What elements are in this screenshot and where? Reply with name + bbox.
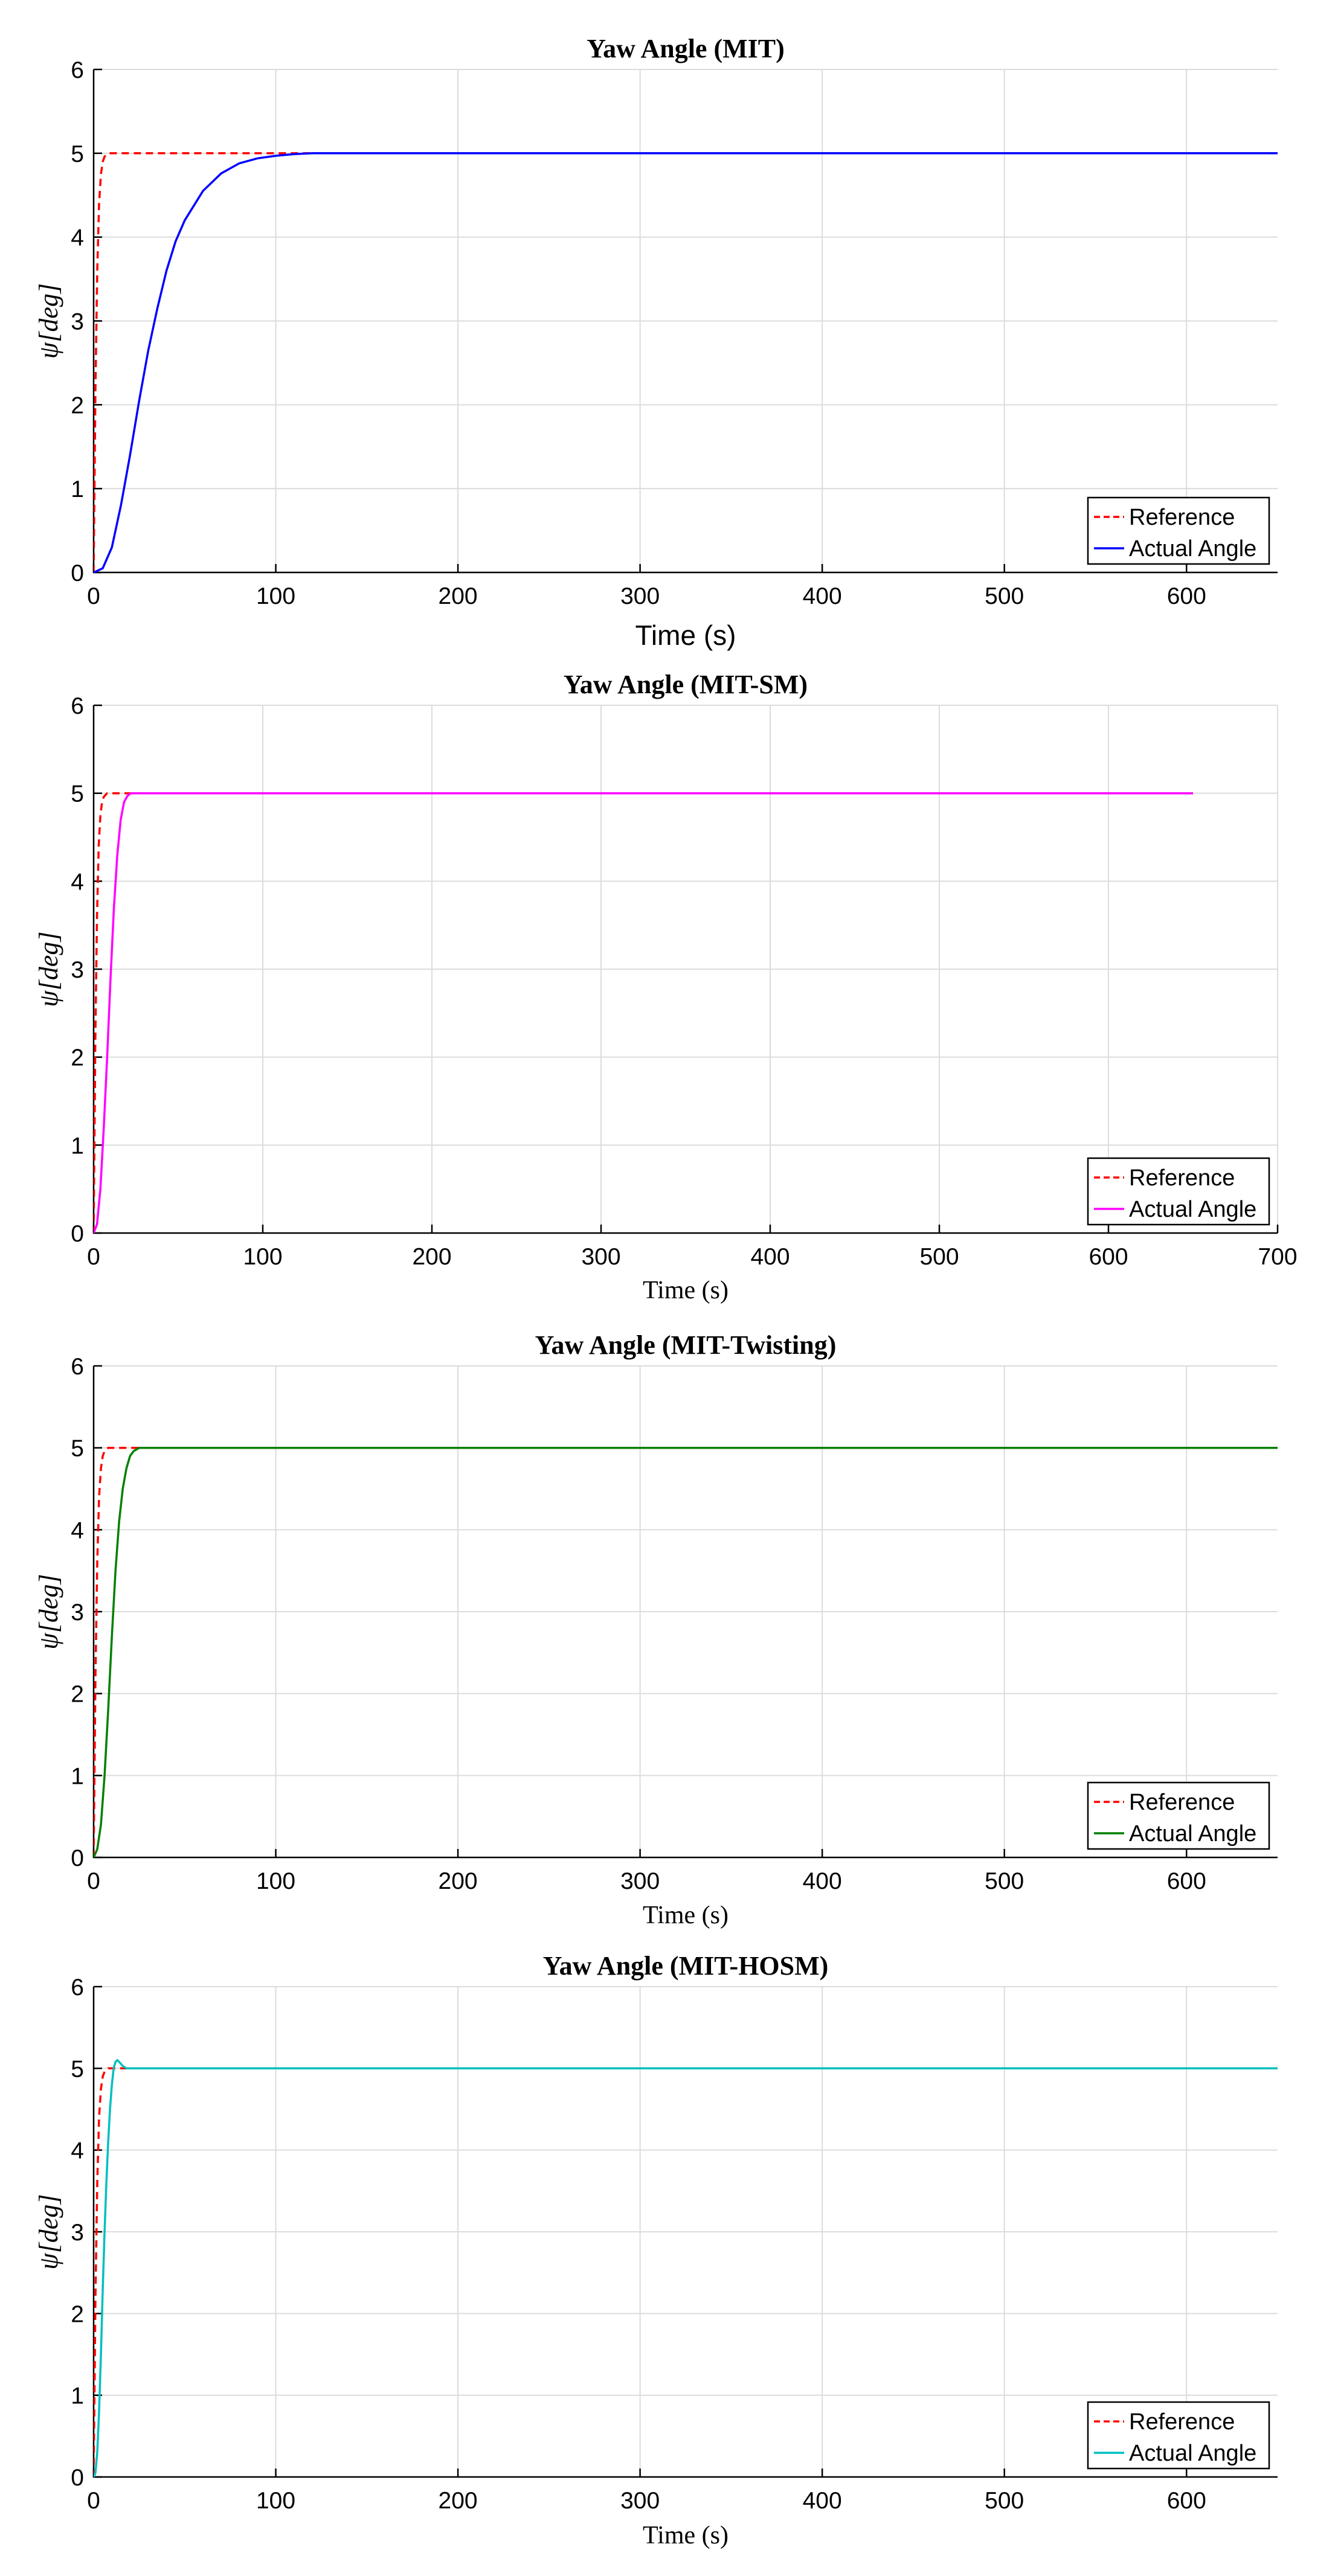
legend-label: Actual Angle bbox=[1129, 1821, 1256, 1847]
y-tick-label: 0 bbox=[71, 2465, 84, 2491]
y-axis-label: ψ[deg] bbox=[34, 931, 63, 1007]
y-tick-label: 5 bbox=[71, 1436, 84, 1462]
y-tick-label: 0 bbox=[71, 1221, 84, 1247]
x-tick-label: 200 bbox=[439, 2488, 478, 2514]
x-tick-label: 600 bbox=[1167, 583, 1206, 609]
reference-line bbox=[94, 1446, 1278, 1858]
subplot-2: 0 100 200 300 400 500 600 700 0 1 2 3 4 5 6 Yaw Angle (… bbox=[34, 670, 1298, 1304]
subplot-1: 0 100 200 300 400 500 600 0 1 2 3 4 5 6 Yaw Angle (MIT… bbox=[34, 34, 1278, 651]
x-tick-label: 400 bbox=[750, 1244, 790, 1270]
y-tick-label: 1 bbox=[71, 1133, 84, 1159]
y-tick-label: 6 bbox=[71, 1975, 84, 2001]
x-tick-label: 300 bbox=[581, 1244, 620, 1270]
x-tick-label: 200 bbox=[412, 1244, 451, 1270]
x-tick-label: 100 bbox=[256, 583, 295, 609]
y-tick-label: 4 bbox=[71, 1517, 84, 1543]
legend-label: Actual Angle bbox=[1129, 536, 1256, 562]
x-tick-label: 300 bbox=[620, 583, 660, 609]
y-tick-label: 3 bbox=[71, 1600, 84, 1626]
y-axis-label: ψ[deg] bbox=[34, 283, 63, 359]
x-tick-label: 0 bbox=[87, 1244, 100, 1270]
x-tick-label: 0 bbox=[87, 1868, 100, 1894]
x-tick-label: 200 bbox=[439, 1868, 478, 1894]
y-tick-label: 3 bbox=[71, 2220, 84, 2246]
x-axis-label: Time (s) bbox=[643, 1902, 729, 1929]
y-tick-label: 6 bbox=[71, 1354, 84, 1380]
chart-title: Yaw Angle (MIT-HOSM) bbox=[543, 1951, 829, 1981]
x-tick-label: 700 bbox=[1258, 1244, 1297, 1270]
y-axis-label: ψ[deg] bbox=[34, 2194, 63, 2269]
x-tick-label: 300 bbox=[620, 2488, 660, 2514]
legend: Reference Actual Angle bbox=[1087, 1157, 1270, 1226]
legend: Reference Actual Angle bbox=[1087, 2401, 1270, 2470]
y-tick-label: 1 bbox=[71, 2383, 84, 2409]
x-tick-label: 500 bbox=[919, 1244, 959, 1270]
y-axis-label: ψ[deg] bbox=[34, 1574, 63, 1649]
reference-line bbox=[94, 792, 1193, 1234]
y-tick-label: 2 bbox=[71, 1682, 84, 1708]
legend-box bbox=[1087, 1157, 1270, 1226]
x-tick-label: 600 bbox=[1167, 1868, 1206, 1894]
x-tick-label: 500 bbox=[985, 1868, 1024, 1894]
legend-label: Reference bbox=[1129, 505, 1235, 530]
legend: Reference Actual Angle bbox=[1087, 496, 1270, 565]
actual-angle-line bbox=[94, 2059, 1278, 2478]
y-tick-label: 0 bbox=[71, 560, 84, 586]
x-tick-label: 500 bbox=[985, 583, 1024, 609]
y-tick-label: 0 bbox=[71, 1845, 84, 1871]
y-tick-label: 4 bbox=[71, 869, 84, 895]
x-tick-label: 200 bbox=[439, 583, 478, 609]
x-tick-label: 0 bbox=[87, 2488, 100, 2514]
x-tick-label: 500 bbox=[985, 2488, 1024, 2514]
legend-box bbox=[1087, 1781, 1270, 1850]
y-tick-label: 3 bbox=[71, 309, 84, 335]
x-tick-label: 100 bbox=[256, 2488, 295, 2514]
y-tick-label: 3 bbox=[71, 957, 84, 983]
chart-title: Yaw Angle (MIT-SM) bbox=[564, 670, 808, 699]
y-tick-label: 4 bbox=[71, 225, 84, 251]
x-axis-label: Time (s) bbox=[643, 1277, 729, 1304]
legend-label: Actual Angle bbox=[1129, 1197, 1256, 1222]
x-tick-label: 300 bbox=[620, 1868, 660, 1894]
legend-label: Reference bbox=[1129, 1165, 1235, 1191]
y-tick-label: 5 bbox=[71, 2056, 84, 2082]
legend-label: Reference bbox=[1129, 1790, 1235, 1815]
y-tick-label: 2 bbox=[71, 2301, 84, 2327]
x-tick-label: 400 bbox=[803, 1868, 842, 1894]
x-tick-label: 100 bbox=[256, 1868, 295, 1894]
y-tick-label: 5 bbox=[71, 781, 84, 807]
x-tick-label: 400 bbox=[803, 2488, 842, 2514]
y-tick-label: 4 bbox=[71, 2138, 84, 2164]
reference-line bbox=[94, 152, 1278, 573]
x-tick-label: 0 bbox=[87, 583, 100, 609]
actual-angle-line bbox=[94, 792, 1193, 1234]
y-tick-label: 6 bbox=[71, 57, 84, 83]
y-tick-label: 5 bbox=[71, 141, 84, 167]
y-tick-label: 1 bbox=[71, 1763, 84, 1789]
legend-box bbox=[1087, 2401, 1270, 2470]
y-tick-label: 2 bbox=[71, 1045, 84, 1071]
x-axis-label: Time (s) bbox=[635, 620, 736, 651]
actual-angle-line bbox=[94, 1446, 1278, 1858]
y-tick-label: 6 bbox=[71, 693, 84, 719]
x-axis-label: Time (s) bbox=[643, 2522, 729, 2549]
y-tick-label: 1 bbox=[71, 476, 84, 502]
legend-label: Actual Angle bbox=[1129, 2441, 1256, 2466]
legend-box bbox=[1087, 496, 1270, 565]
x-tick-label: 100 bbox=[243, 1244, 282, 1270]
legend: Reference Actual Angle bbox=[1087, 1781, 1270, 1850]
x-tick-label: 400 bbox=[803, 583, 842, 609]
chart-title: Yaw Angle (MIT-Twisting) bbox=[535, 1330, 837, 1360]
subplot-4: 0 100 200 300 400 500 600 0 1 2 3 4 5 6 Yaw Angle (MIT… bbox=[34, 1951, 1278, 2549]
chart-title: Yaw Angle (MIT) bbox=[587, 34, 785, 63]
legend-label: Reference bbox=[1129, 2409, 1235, 2435]
y-tick-label: 2 bbox=[71, 392, 84, 418]
x-tick-label: 600 bbox=[1089, 1244, 1128, 1270]
actual-angle-line bbox=[94, 152, 1278, 574]
reference-line bbox=[94, 2067, 1278, 2478]
subplot-3: 0 100 200 300 400 500 600 0 1 2 3 4 5 6 Yaw Angle (MIT… bbox=[34, 1330, 1278, 1929]
x-tick-label: 600 bbox=[1167, 2488, 1206, 2514]
